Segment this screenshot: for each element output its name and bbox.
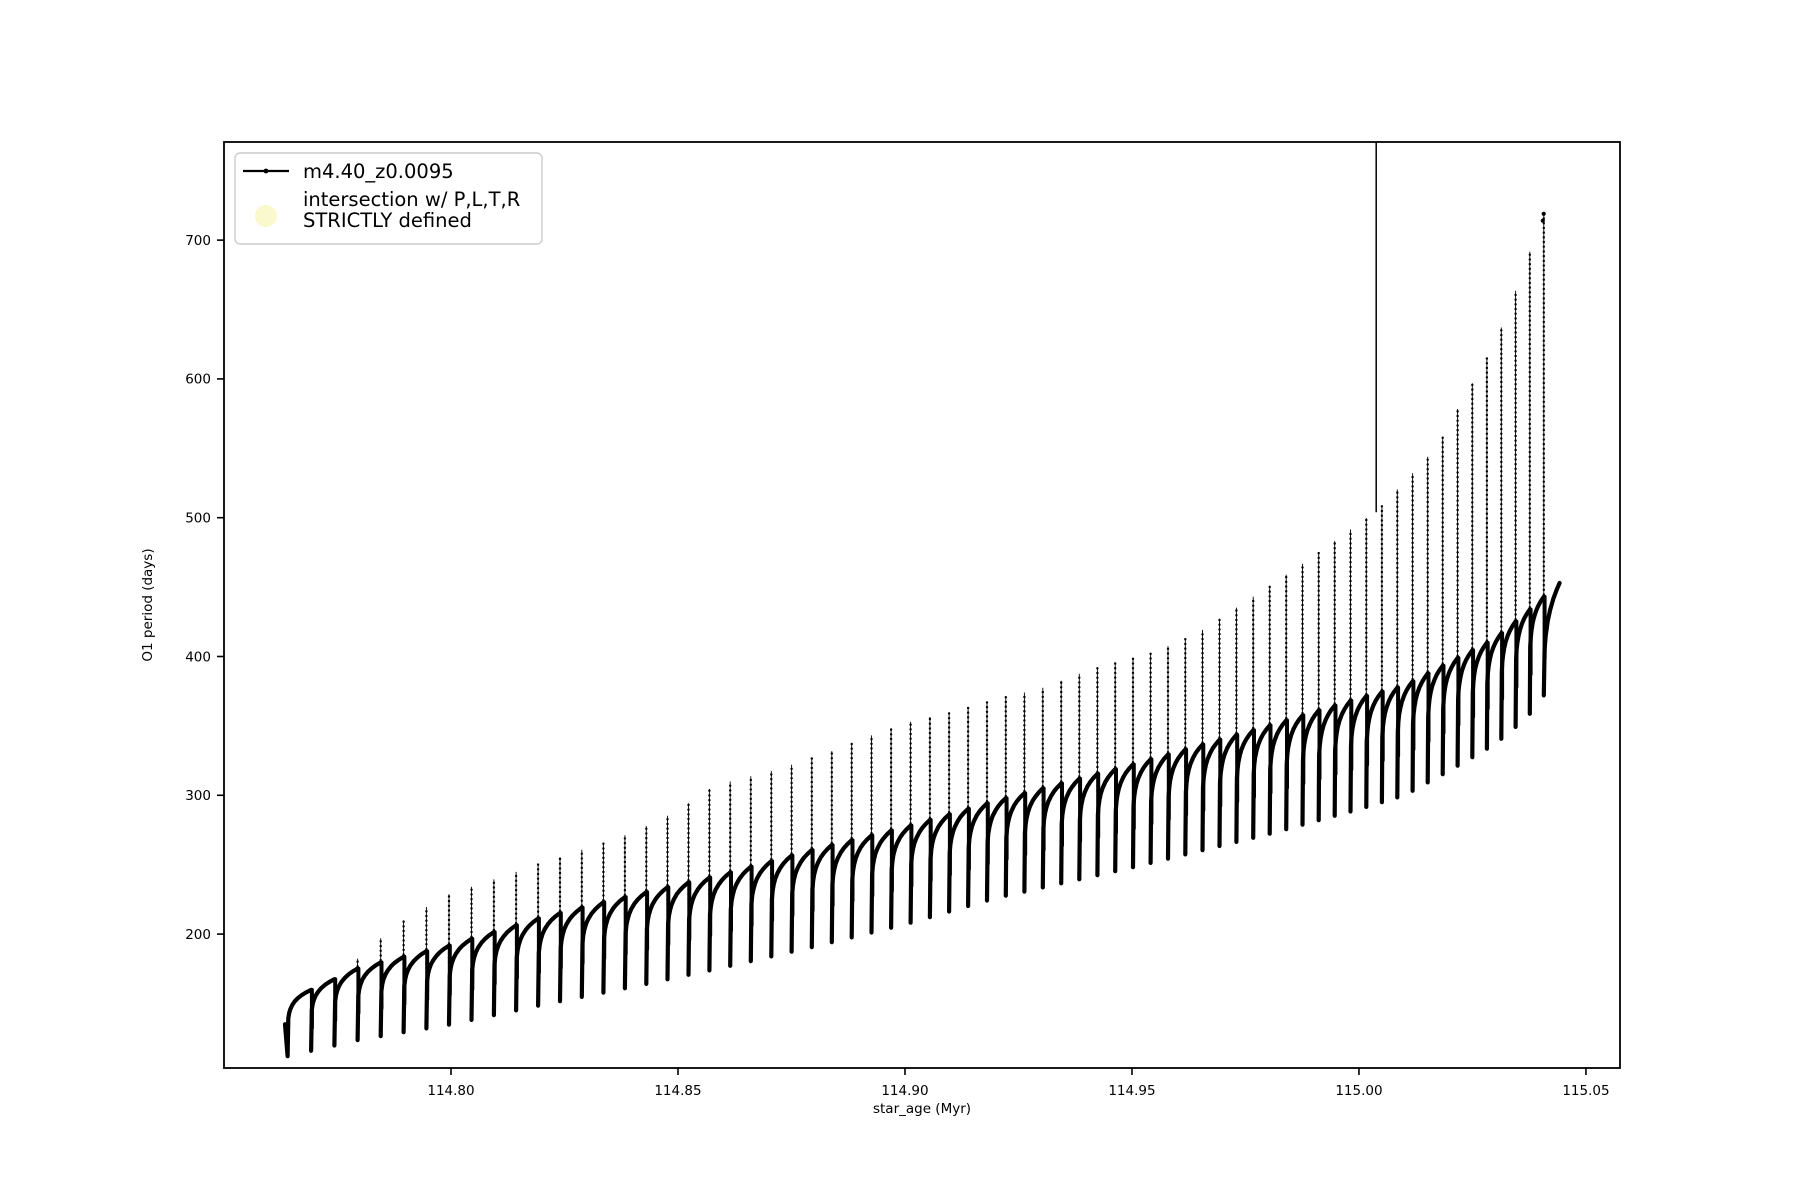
x-tick-label: 115.05 — [1562, 1083, 1609, 1099]
series-detached-dot — [1540, 218, 1545, 223]
plot-area — [224, 142, 1620, 1068]
series-dip-solid — [309, 594, 1547, 1030]
series-detached-dot — [1541, 211, 1546, 216]
y-tick-label: 600 — [185, 372, 211, 388]
y-tick-label: 300 — [185, 788, 211, 804]
legend: m4.40_z0.0095 intersection w/ P,L,T,R ST… — [234, 152, 543, 245]
legend-entry-2-label-line2: STRICTLY defined — [303, 209, 472, 232]
legend-entry-1-label: m4.40_z0.0095 — [303, 160, 454, 183]
x-tick-label: 115.00 — [1335, 1083, 1382, 1099]
series-spike-dots — [356, 211, 1545, 987]
y-axis-label: O1 period (days) — [140, 548, 156, 661]
legend-line-marker-dot — [263, 168, 269, 174]
y-tick-label: 200 — [185, 927, 211, 943]
series-line — [282, 211, 1562, 1059]
x-tick-label: 114.90 — [881, 1083, 928, 1099]
series-arcs — [282, 580, 1562, 1059]
axes-spines — [223, 141, 1621, 1069]
x-tick-label: 114.85 — [654, 1083, 701, 1099]
y-tick-label: 700 — [185, 233, 211, 249]
series-dip-tail-dots — [310, 656, 1546, 1052]
x-axis-label: star_age (Myr) — [873, 1101, 971, 1117]
x-axis-ticks: 114.80 114.85 114.90 114.95 115.00 115.05 — [427, 1068, 1610, 1099]
legend-box — [234, 152, 543, 245]
y-axis-ticks: 200 300 400 500 600 700 — [185, 233, 224, 943]
y-tick-label: 400 — [185, 649, 211, 665]
legend-intersection-marker-icon — [255, 205, 277, 227]
x-tick-label: 114.95 — [1108, 1083, 1155, 1099]
y-tick-label: 500 — [185, 511, 211, 527]
x-tick-label: 114.80 — [427, 1083, 474, 1099]
legend-entry-2-label-line1: intersection w/ P,L,T,R — [303, 188, 520, 211]
